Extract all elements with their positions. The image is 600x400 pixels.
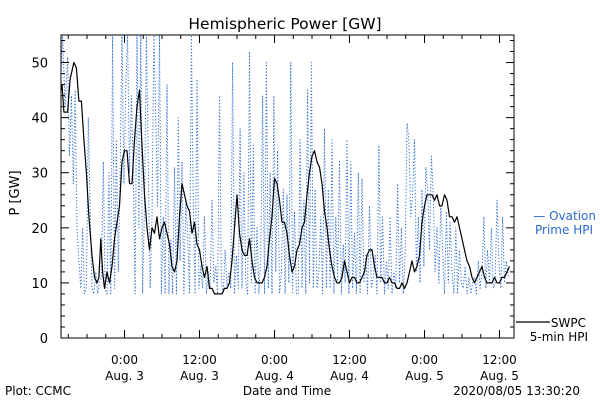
plot-frame	[60, 34, 515, 339]
x-tick-label-date: Aug. 3	[180, 369, 219, 383]
x-tick-label-date: Aug. 4	[330, 369, 369, 383]
legend-swpc-label: SWPC	[551, 316, 586, 330]
y-tick-label: 10	[31, 277, 48, 292]
chart-title: Hemispheric Power [GW]	[188, 15, 381, 33]
y-tick-label: 20	[31, 222, 48, 237]
x-tick-label-time: 12:00	[182, 353, 217, 367]
x-axis-label: Date and Time	[243, 384, 331, 398]
legend-ovation-label: — Ovation	[533, 209, 596, 223]
y-axis-label: P [GW]	[8, 170, 23, 215]
footer-plot-credit: Plot: CCMC	[5, 384, 71, 398]
x-tick-label-date: Aug. 5	[480, 369, 519, 383]
series-line-ovation	[61, 35, 509, 295]
y-tick-label: 40	[31, 112, 48, 127]
x-tick-label-date: Aug. 5	[405, 369, 444, 383]
legend-ovation-label-2: Prime HPI	[535, 223, 593, 237]
x-tick-label-time: 12:00	[332, 353, 367, 367]
x-tick-label-time: 0:00	[411, 353, 438, 367]
y-tick-label: 0	[40, 332, 48, 347]
legend-swpc-label-2: 5-min HPI	[530, 330, 588, 344]
x-tick-label-date: Aug. 4	[255, 369, 294, 383]
x-tick-label-date: Aug. 3	[105, 369, 144, 383]
y-tick-label: 50	[31, 57, 48, 72]
x-tick-label-time: 12:00	[482, 353, 517, 367]
x-tick-label-time: 0:00	[111, 353, 138, 367]
x-tick-label-time: 0:00	[261, 353, 288, 367]
footer-timestamp: 2020/08/05 13:30:20	[453, 384, 580, 398]
y-tick-label: 30	[31, 167, 48, 182]
series-line-swpc	[61, 61, 511, 295]
